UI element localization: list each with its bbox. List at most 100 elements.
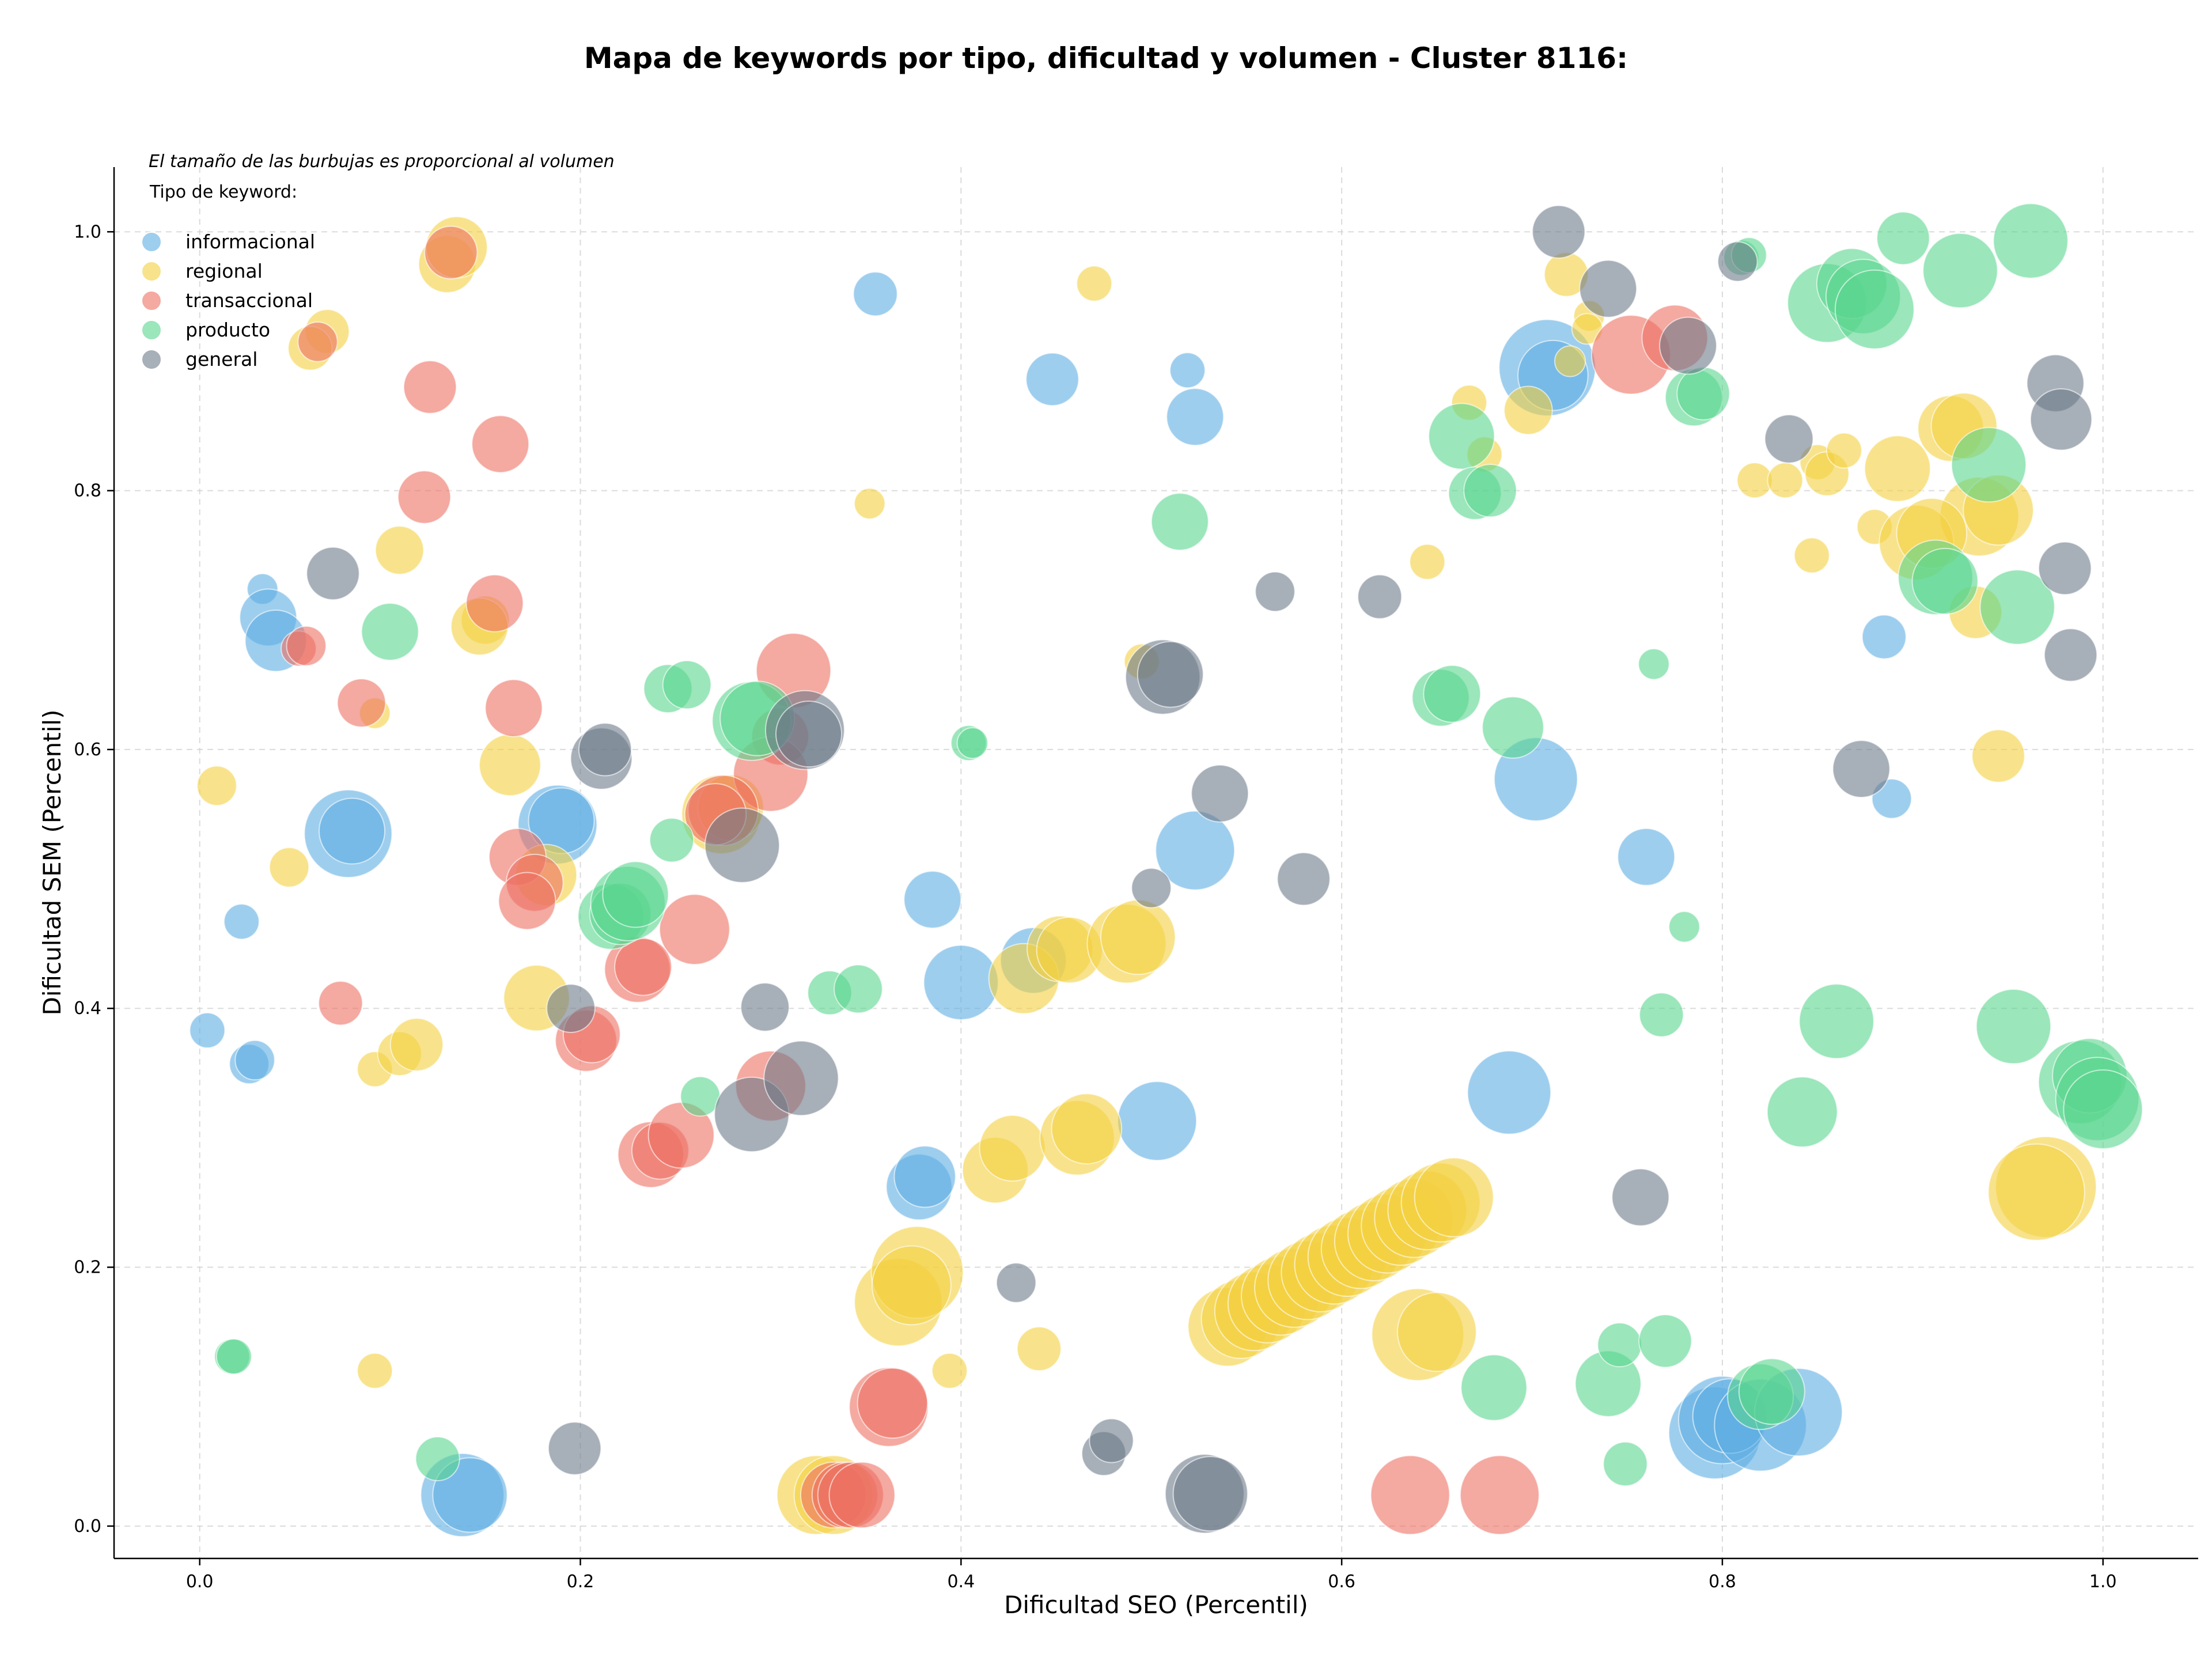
legend-item-informacional: informacional [141,230,315,253]
legend-marker [141,349,162,370]
bubble-general [704,807,781,883]
bubble-general [1255,571,1296,612]
bubble-producto [834,964,883,1014]
bubble-general [2038,541,2092,596]
series-regional [196,216,2097,1535]
bubble-producto [1766,1076,1838,1148]
bubble-informacional [893,1145,956,1208]
bubble-transaccional [286,626,327,667]
bubble-regional [1793,537,1830,574]
bubble-regional [1397,1292,1477,1372]
chart-title: Mapa de keywords por tipo, dificultad y … [584,41,1628,75]
legend-label: general [185,348,257,370]
legend-title: Tipo de keyword: [149,182,297,202]
bubble-transaccional [336,678,387,728]
bubble-general [1172,1456,1248,1532]
bubble-regional [1503,385,1553,436]
bubble-informacional [923,944,999,1020]
x-tick-label: 0.4 [947,1572,975,1592]
bubble-general [2044,628,2098,682]
bubble-regional [1100,899,1176,975]
bubble-general [995,1262,1037,1303]
bubble-producto [1597,1322,1642,1368]
bubble-regional [374,525,425,575]
y-tick-label: 0.6 [74,740,101,760]
bubble-general [763,1040,839,1117]
bubble-transaccional [465,574,524,633]
bubble-general [740,982,790,1032]
bubble-producto [1834,269,1915,350]
bubble-regional [854,487,886,520]
bubble-regional [1767,462,1804,499]
bubble-general [1137,641,1204,708]
bubble-transaccional [397,470,452,524]
bubble-informacional [224,903,260,940]
bubble-transaccional [484,679,543,737]
y-tick-label: 0.0 [74,1516,101,1537]
bubble-transaccional [318,981,363,1026]
bubble-producto [415,1436,460,1481]
bubble-informacional [189,1012,226,1049]
bubble-informacional [319,797,385,865]
series-transaccional [281,225,1709,1535]
bubble-regional [479,733,541,797]
bubble-regional [872,1245,952,1326]
bubble-producto [215,1338,252,1375]
bubble-informacional [853,271,898,317]
bubble-regional [1864,435,1931,502]
bubble-general [1357,574,1403,619]
bubble-producto [1638,648,1670,680]
bubble-producto [680,1076,721,1117]
bubble-regional [268,847,310,888]
bubble-producto [1979,569,2055,645]
bubble-regional [357,1352,393,1389]
bubble-transaccional [424,225,478,279]
bubble-producto [1950,427,2027,503]
bubble-producto [1993,203,2069,279]
bubble-transaccional [614,937,672,996]
bubble-general [1611,1168,1670,1227]
legend-marker [141,290,162,311]
bubble-general [548,1421,602,1475]
bubble-general [1764,414,1814,464]
bubble-transaccional [1370,1455,1450,1535]
y-tick-label: 0.2 [74,1258,101,1278]
x-tick-label: 0.2 [567,1572,594,1592]
bubble-general [1579,259,1638,318]
legend-item-producto: producto [141,319,270,341]
bubble-producto [1428,403,1495,470]
legend-marker [141,320,162,340]
x-tick-label: 0.6 [1328,1572,1355,1592]
bubble-informacional [1166,388,1225,446]
bubble-producto [1150,493,1209,551]
bubble-informacional [1467,1050,1552,1135]
bubble-regional [389,1017,444,1072]
bubble-regional [196,765,237,807]
grid-lines [114,167,2198,1558]
bubble-transaccional [1460,1455,1540,1535]
bubble-informacional [234,1039,275,1081]
legend-item-transaccional: transaccional [141,289,313,312]
bubble-general [2029,388,2093,451]
bubble-general [306,546,360,601]
bubble-producto [1676,366,1730,421]
y-tick-label: 0.4 [74,998,101,1019]
bubble-transaccional [498,872,556,930]
y-tick-label: 0.8 [74,481,101,501]
bubble-regional [1051,1093,1123,1164]
y-tick-label: 1.0 [74,222,101,242]
bubble-regional [1971,729,2025,783]
bubble-producto [1911,547,1979,615]
x-tick-label: 0.0 [186,1572,214,1592]
bubble-regional [1987,1143,2085,1241]
bubble-producto [1668,911,1700,943]
bubble-general [775,701,842,767]
bubble-producto [1460,1354,1528,1421]
bubble-producto [1423,664,1482,723]
bubble-producto [1638,1314,1692,1368]
bubble-transaccional [659,894,730,965]
bubble-producto [1975,989,2052,1065]
bubble-producto [956,727,988,759]
bubble-producto [1603,1441,1648,1486]
